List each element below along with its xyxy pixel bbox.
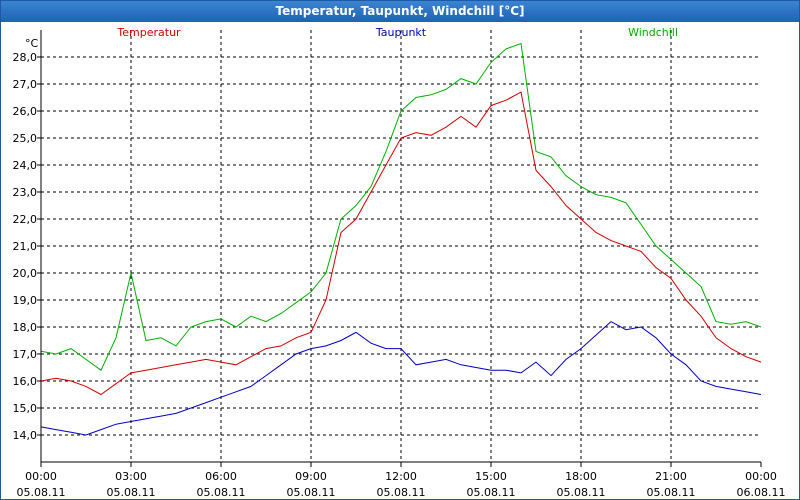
x-tick-time: 12:00 (385, 470, 417, 483)
x-tick-date: 05.08.11 (557, 486, 606, 499)
y-axis-unit: °C (25, 37, 39, 50)
x-tick-time: 09:00 (295, 470, 327, 483)
series-line-windchill (40, 42, 762, 371)
y-tick-label: 26,0 (13, 105, 38, 118)
legend-temperatur: Temperatur (116, 26, 181, 39)
y-tick-label: 14,0 (13, 429, 38, 442)
y-tick-label: 18,0 (13, 321, 38, 334)
y-tick-label: 16,0 (13, 375, 38, 388)
x-tick-date: 06.08.11 (737, 486, 786, 499)
legend-taupunkt: Taupunkt (375, 26, 427, 39)
x-tick-time: 03:00 (115, 470, 147, 483)
x-tick-time: 21:00 (655, 470, 687, 483)
axis-labels: 14,0 15,0 16,0 17,0 18,0 19,0 20,0 21,0 22,0 23,0… (13, 26, 786, 499)
y-tick-label: 17,0 (13, 348, 38, 361)
x-tick-date: 05.08.11 (107, 486, 156, 499)
series-line-temperatur (40, 91, 762, 396)
line-chart: 14,0 15,0 16,0 17,0 18,0 19,0 20,0 21,0 22,0 23,0… (13, 26, 786, 499)
y-tick-label: 15,0 (13, 402, 38, 415)
x-tick-date: 05.08.11 (467, 486, 516, 499)
grid (41, 30, 761, 462)
window-title: Temperatur, Taupunkt, Windchill [°C] (1, 1, 799, 22)
x-tick-time: 18:00 (565, 470, 597, 483)
y-tick-label: 19,0 (13, 294, 38, 307)
chart-area: 14,0 15,0 16,0 17,0 18,0 19,0 20,0 21,0 22,0 23,0… (1, 22, 799, 499)
x-tick-time: 06:00 (205, 470, 237, 483)
x-tick-date: 05.08.11 (287, 486, 336, 499)
y-tick-label: 27,0 (13, 78, 38, 91)
x-tick-date: 05.08.11 (647, 486, 696, 499)
x-tick-date: 05.08.11 (377, 486, 426, 499)
x-tick-time: 00:00 (745, 470, 777, 483)
series-line-taupunkt (40, 320, 762, 436)
y-tick-label: 21,0 (13, 240, 38, 253)
series-lines (40, 42, 762, 436)
y-tick-label: 25,0 (13, 132, 38, 145)
y-tick-label: 22,0 (13, 213, 38, 226)
plot-frame (37, 30, 762, 467)
x-tick-date: 05.08.11 (17, 486, 66, 499)
y-tick-label: 28,0 (13, 51, 38, 64)
y-tick-label: 23,0 (13, 186, 38, 199)
y-tick-label: 24,0 (13, 159, 38, 172)
x-tick-time: 15:00 (475, 470, 507, 483)
y-tick-label: 20,0 (13, 267, 38, 280)
x-tick-time: 00:00 (25, 470, 57, 483)
legend-windchill: Windchill (628, 26, 678, 39)
x-tick-date: 05.08.11 (197, 486, 246, 499)
